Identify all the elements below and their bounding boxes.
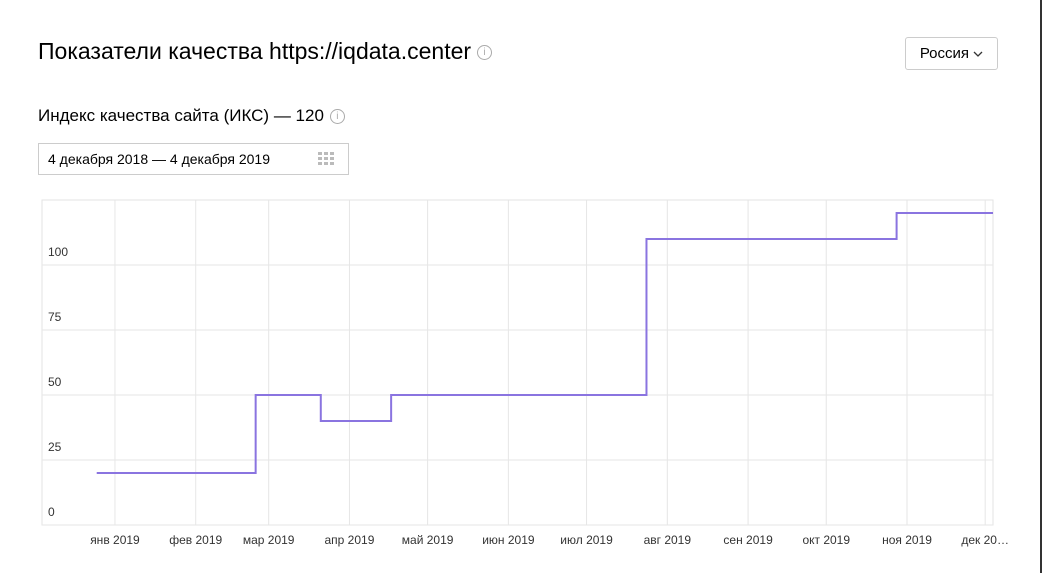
x-tick-label: апр 2019 <box>325 533 375 547</box>
page-title: Показатели качества https://iqdata.cente… <box>38 38 472 64</box>
x-tick-label: июл 2019 <box>560 533 613 547</box>
y-tick-label: 75 <box>48 310 62 324</box>
date-range-input[interactable]: 4 декабря 2018 — 4 декабря 2019 <box>38 143 349 175</box>
chevron <box>973 51 983 57</box>
y-tick-label: 100 <box>48 245 68 259</box>
x-tick-label: май 2019 <box>402 533 454 547</box>
x-tick-label: сен 2019 <box>723 533 773 547</box>
date-range-text: 4 декабря 2018 — 4 декабря 2019 <box>48 151 271 167</box>
y-tick-label: 50 <box>48 375 62 389</box>
section-title: Индекс качества сайта (ИКС) — 120 <box>38 106 324 125</box>
data-line <box>96 212 993 474</box>
x-tick-label: ноя 2019 <box>882 533 932 547</box>
section-header: Индекс качества сайта (ИКС) — 120 i <box>38 106 345 126</box>
x-tick-label: фев 2019 <box>169 533 222 547</box>
x-tick-label: янв 2019 <box>90 533 140 547</box>
scrollbar-edge <box>1040 0 1042 573</box>
x-tick-label: июн 2019 <box>482 533 535 547</box>
y-tick-label: 0 <box>48 505 55 519</box>
region-select[interactable]: Россия <box>905 37 998 70</box>
info-icon[interactable]: i <box>329 109 345 125</box>
y-tick-label: 25 <box>48 440 62 454</box>
x-tick-label: авг 2019 <box>644 533 692 547</box>
x-tick-label: мар 2019 <box>243 533 295 547</box>
x-tick-label: дек 20… <box>961 533 1009 547</box>
page-header: Показатели качества https://iqdata.cente… <box>38 38 493 65</box>
calendar-icon <box>318 152 334 165</box>
plot-frame <box>41 199 994 526</box>
info-icon[interactable]: i <box>477 45 493 61</box>
x-tick-label: окт 2019 <box>802 533 850 547</box>
region-label: Россия <box>919 45 970 62</box>
